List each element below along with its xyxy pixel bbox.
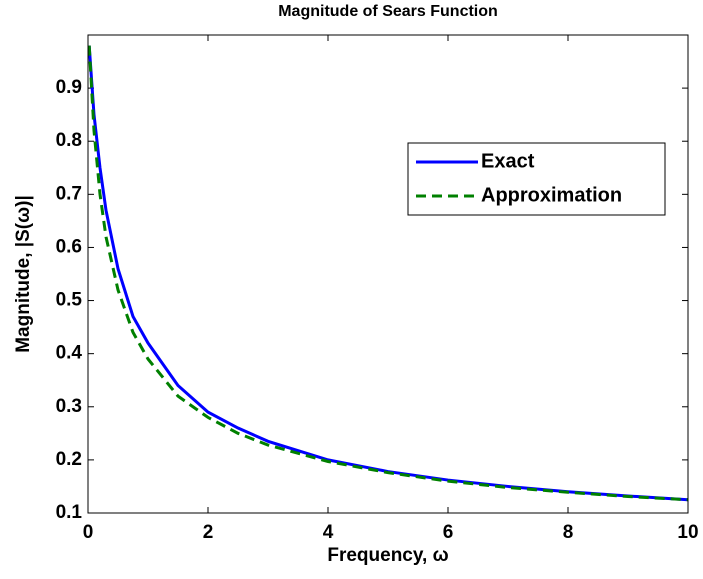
x-tick-label: 6 — [443, 522, 454, 543]
y-tick-label: 0.8 — [56, 130, 82, 151]
legend-label: Approximation — [481, 184, 622, 206]
x-tick-label: 10 — [677, 522, 698, 543]
series-line — [87, 45, 689, 502]
plot-frame — [87, 34, 689, 514]
chart-title: Magnitude of Sears Function — [278, 3, 498, 20]
legend-box — [407, 142, 666, 216]
y-tick-label: 0.5 — [56, 290, 83, 311]
y-tick-label: 0.4 — [56, 343, 83, 364]
x-tick-label: 8 — [563, 522, 574, 543]
x-tick-label: 0 — [83, 522, 94, 543]
x-tick-label: 4 — [323, 522, 334, 543]
y-tick-label: 0.2 — [56, 449, 82, 470]
x-axis-label: Frequency, ω — [327, 545, 448, 566]
y-axis-label: Magnitude, |S(ω)| — [13, 195, 34, 353]
legend-label: Exact — [481, 150, 535, 172]
y-tick-label: 0.1 — [56, 502, 83, 523]
y-tick-label: 0.9 — [56, 77, 82, 98]
y-tick-label: 0.3 — [56, 396, 82, 417]
x-tick-label: 2 — [203, 522, 214, 543]
y-tick-label: 0.6 — [56, 236, 82, 257]
y-tick-label: 0.7 — [56, 183, 82, 204]
